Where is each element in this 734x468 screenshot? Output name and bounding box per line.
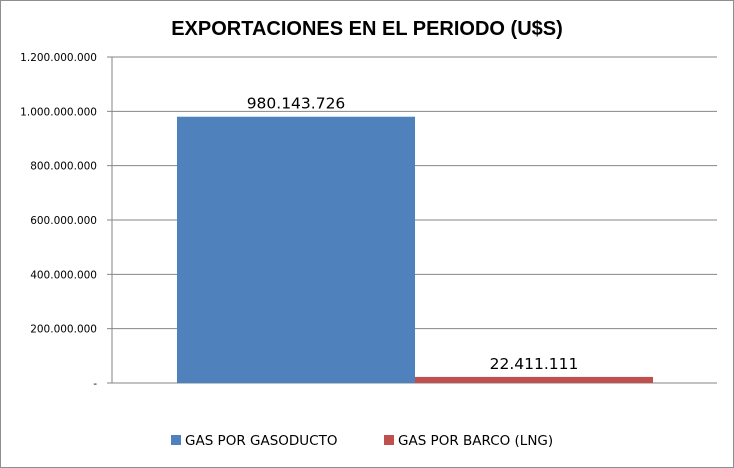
legend-swatch-2 <box>384 435 394 445</box>
legend-label-1: GAS POR GASODUCTO <box>185 433 337 449</box>
y-tick-label: 200.000.000 <box>30 324 97 336</box>
legend-label-2: GAS POR BARCO (LNG) <box>398 433 553 449</box>
bar-2 <box>415 376 653 383</box>
y-axis: - 200.000.000 400.000.000 600.000.000 800.00… <box>20 52 113 390</box>
legend-swatch-1 <box>171 435 181 445</box>
data-label-1: 980.143.726 <box>247 95 346 113</box>
y-tick-label: 400.000.000 <box>30 269 97 281</box>
y-tick-label: 1.200.000.000 <box>20 52 97 64</box>
data-label-2: 22.411.111 <box>490 355 579 373</box>
bar-1 <box>177 116 415 383</box>
data-labels: 980.143.726 22.411.111 <box>247 95 579 373</box>
legend: GAS POR GASODUCTO GAS POR BARCO (LNG) <box>171 433 553 449</box>
bars <box>177 116 653 383</box>
y-tick-label: 1.000.000.000 <box>20 106 97 118</box>
chart-title: EXPORTACIONES EN EL PERIODO (U$S) <box>171 18 563 40</box>
y-tick-label: - <box>93 378 97 390</box>
y-tick-label: 800.000.000 <box>30 161 97 173</box>
y-tick-label: 600.000.000 <box>30 215 97 227</box>
